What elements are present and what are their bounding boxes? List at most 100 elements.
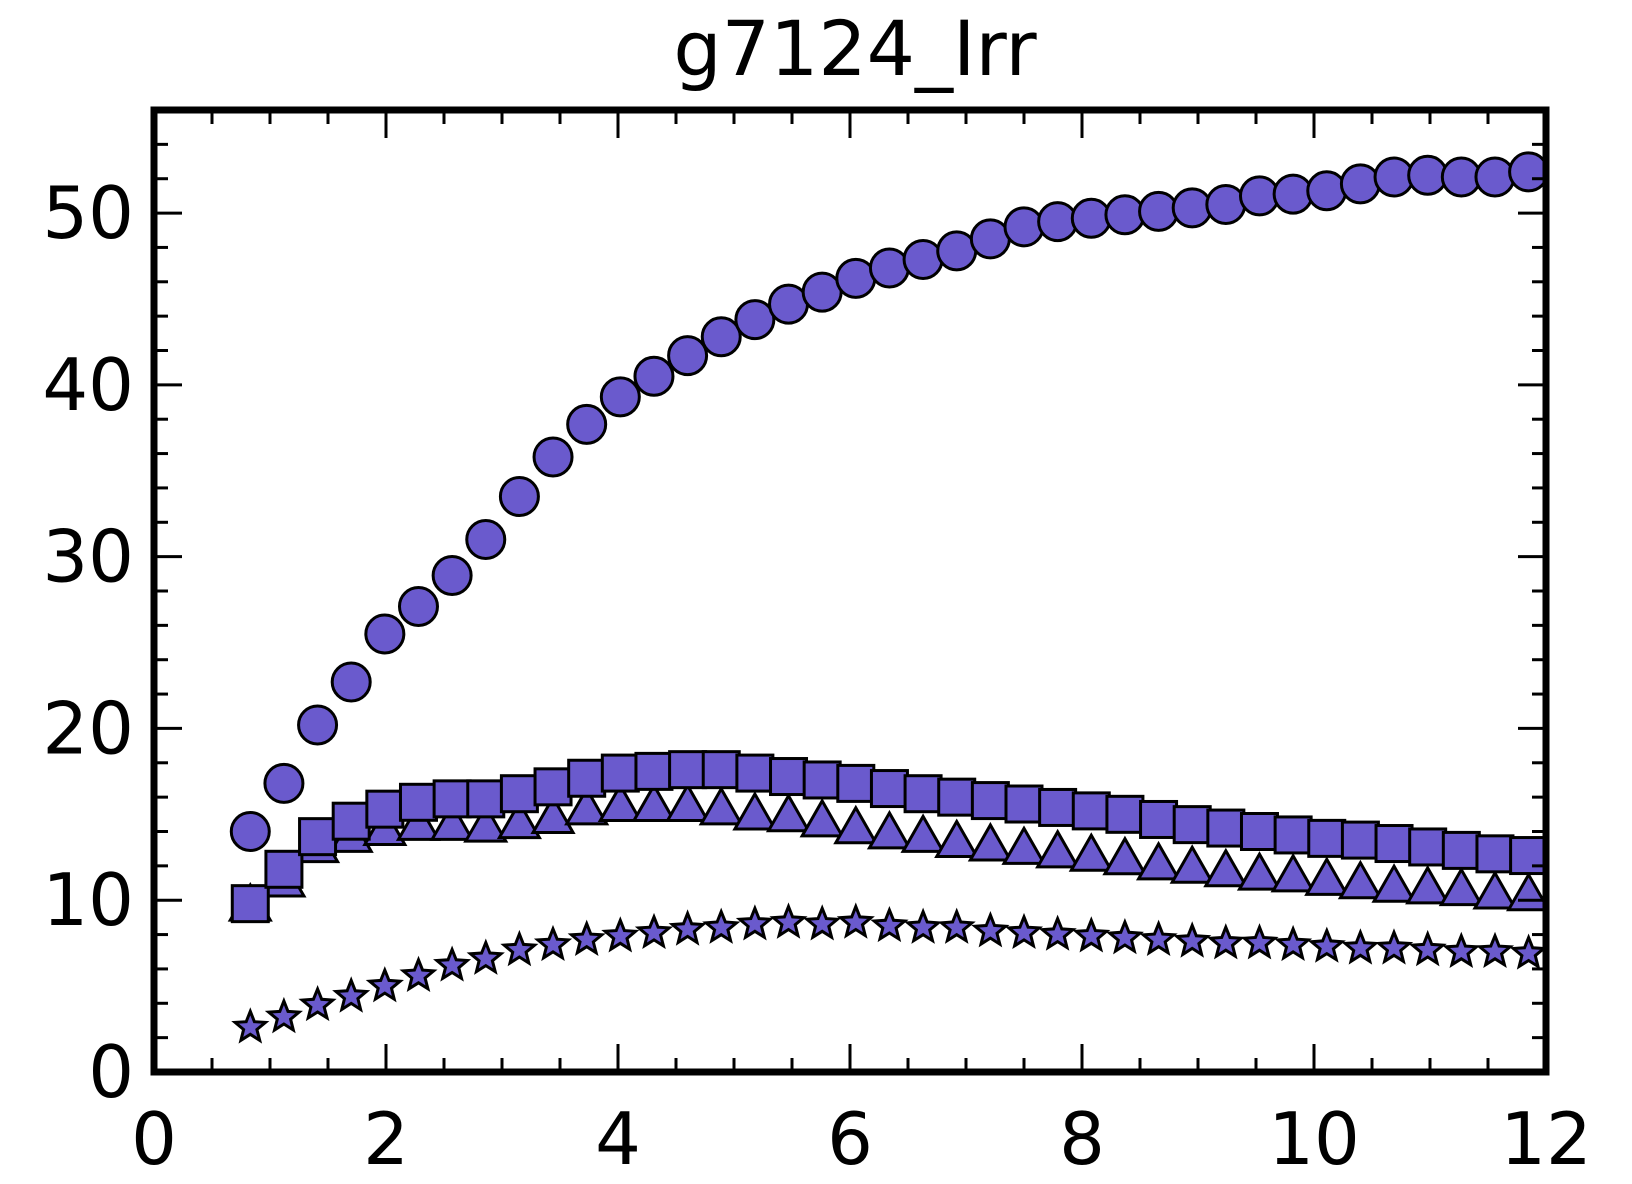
square-point xyxy=(398,782,438,822)
square-point xyxy=(365,789,405,829)
triangle-point xyxy=(1068,832,1114,872)
star-point xyxy=(601,916,640,953)
triangle-point xyxy=(1270,852,1316,893)
circle-point xyxy=(633,355,675,397)
circle-point xyxy=(835,257,877,299)
star-point xyxy=(567,919,606,957)
triangle-point xyxy=(1001,825,1047,865)
square-point xyxy=(1340,820,1380,860)
star-point xyxy=(1307,926,1346,963)
series-triangle xyxy=(227,782,1546,922)
star-point xyxy=(1475,931,1515,968)
y-tick-label: 50 xyxy=(42,171,134,255)
square-point xyxy=(499,774,539,814)
circle-point xyxy=(667,335,709,377)
square-point xyxy=(567,758,607,798)
triangle-point xyxy=(967,821,1013,862)
square-point xyxy=(533,767,573,807)
square-point xyxy=(735,753,775,793)
x-tick-label: 12 xyxy=(1500,1097,1592,1181)
triangle-point xyxy=(866,809,913,850)
y-tick-label: 10 xyxy=(42,858,134,942)
circle-point xyxy=(1508,151,1546,193)
square-point xyxy=(1004,784,1044,824)
triangle-point xyxy=(1371,863,1417,903)
square-point xyxy=(298,817,338,857)
square-point xyxy=(1408,827,1448,867)
square-point xyxy=(466,779,506,819)
square-point xyxy=(701,750,741,790)
triangle-point xyxy=(597,782,643,822)
star-point xyxy=(500,929,539,967)
circle-point xyxy=(397,585,439,627)
triangle-point xyxy=(1135,840,1182,881)
square-point xyxy=(1038,787,1078,827)
triangle-point xyxy=(1203,847,1249,888)
star-point xyxy=(433,945,472,982)
star-point xyxy=(1072,916,1111,953)
triangle-point xyxy=(1438,866,1484,907)
circle-point xyxy=(1003,206,1045,248)
circle-point xyxy=(1104,194,1146,236)
star-point xyxy=(1038,914,1077,951)
x-tick-label: 2 xyxy=(363,1097,409,1181)
triangle-point xyxy=(496,799,542,840)
triangle-point xyxy=(934,818,980,859)
circle-point xyxy=(330,661,372,703)
square-point xyxy=(903,774,943,814)
triangle-point xyxy=(429,801,475,841)
star-point xyxy=(298,984,337,1022)
star-point xyxy=(466,938,505,975)
star-point xyxy=(1509,933,1546,970)
circle-point xyxy=(465,518,507,560)
circle-point xyxy=(599,376,641,418)
square-point xyxy=(1307,818,1347,858)
series-circle xyxy=(229,151,1546,852)
circle-point xyxy=(297,704,339,746)
triangle-point xyxy=(530,794,576,834)
triangle-point xyxy=(1035,828,1081,869)
triangle-point xyxy=(1169,844,1215,884)
triangle-point xyxy=(698,785,744,826)
square-point xyxy=(1172,805,1212,845)
plot-frame xyxy=(150,106,1550,1076)
triangle-point xyxy=(1337,859,1383,900)
circle-point xyxy=(1272,173,1314,215)
y-tick-label: 40 xyxy=(42,343,134,427)
square-point xyxy=(634,751,674,791)
circle-point xyxy=(1037,201,1079,243)
star-point xyxy=(1173,921,1212,958)
triangle-point xyxy=(900,813,946,853)
triangle-point xyxy=(1472,870,1518,910)
circle-point xyxy=(1171,187,1213,229)
square-point xyxy=(869,769,909,809)
star-point xyxy=(1139,919,1178,957)
circle-point xyxy=(566,403,608,445)
star-point xyxy=(1105,917,1144,955)
square-point xyxy=(937,777,977,817)
y-tick-label: 20 xyxy=(42,686,134,770)
square-point xyxy=(1239,812,1279,851)
triangle-point xyxy=(463,803,509,843)
triangle-point xyxy=(395,801,442,841)
y-tick-label: 30 xyxy=(42,515,134,599)
chart-title: g7124_Irr xyxy=(673,4,1037,93)
star-point xyxy=(1408,929,1447,967)
star-point xyxy=(937,907,976,944)
circle-point xyxy=(700,316,742,358)
circle-point xyxy=(498,476,540,518)
square-point xyxy=(1374,824,1414,864)
square-point xyxy=(769,757,809,797)
square-point xyxy=(1139,799,1179,839)
circle-point xyxy=(1339,163,1381,205)
triangle-point xyxy=(833,804,879,845)
star-point xyxy=(836,902,875,939)
square-point xyxy=(432,779,472,819)
triangle-point xyxy=(665,782,711,822)
star-point xyxy=(1274,924,1313,962)
star-point xyxy=(735,904,774,941)
square-point xyxy=(836,763,876,803)
star-point xyxy=(399,955,438,992)
y-tick-label: 0 xyxy=(88,1030,134,1114)
series-square xyxy=(230,750,1546,924)
